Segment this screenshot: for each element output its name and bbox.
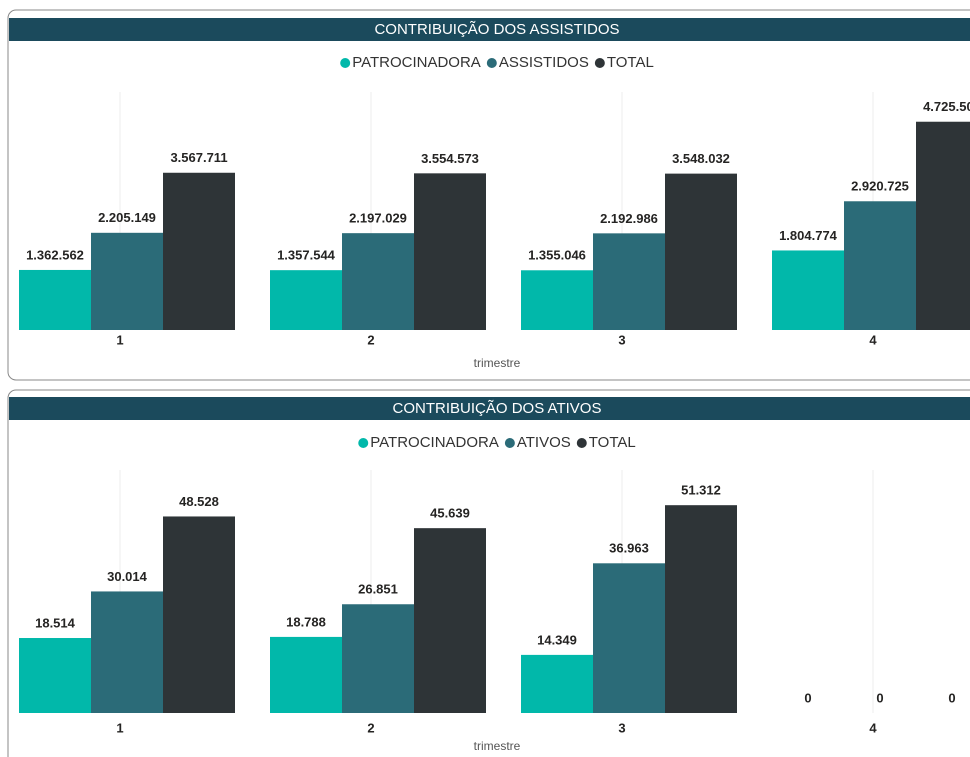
legend-label: TOTAL <box>607 54 654 71</box>
data-label: 26.851 <box>358 582 398 597</box>
bar <box>844 201 916 330</box>
bar <box>414 173 486 330</box>
bar <box>521 270 593 330</box>
bar <box>521 654 593 713</box>
bar <box>772 250 844 330</box>
legend-marker <box>504 438 515 448</box>
bar <box>91 232 163 330</box>
data-label: 3.548.032 <box>672 151 730 166</box>
x-tick-label: 3 <box>618 332 625 347</box>
data-label: 2.192.986 <box>600 211 658 226</box>
x-tick-label: 4 <box>869 720 877 735</box>
bar <box>916 121 970 330</box>
legend-marker <box>340 58 351 68</box>
bar <box>270 636 342 713</box>
chart-title: CONTRIBUIÇÃO DOS ASSISTIDOS <box>374 21 619 38</box>
data-label: 2.920.725 <box>851 179 909 194</box>
bar <box>163 172 235 330</box>
x-tick-label: 1 <box>116 720 123 735</box>
data-label: 2.197.029 <box>349 211 407 226</box>
bar <box>342 233 414 330</box>
data-label: 14.349 <box>537 632 577 647</box>
x-tick-label: 1 <box>116 332 123 347</box>
bar <box>414 528 486 713</box>
x-tick-label: 4 <box>869 332 877 347</box>
data-label: 3.567.711 <box>170 150 227 165</box>
data-label: 2.205.149 <box>98 210 156 225</box>
data-label: 4.725.500 <box>923 99 970 114</box>
x-axis-title: trimestre <box>474 356 521 370</box>
x-axis-title: trimestre <box>474 739 521 753</box>
bar <box>593 563 665 713</box>
legend-marker <box>594 58 605 68</box>
data-label: 1.804.774 <box>779 228 838 243</box>
bar <box>91 591 163 713</box>
data-label: 30.014 <box>107 569 148 584</box>
title-bar <box>9 18 970 41</box>
bar <box>665 173 737 330</box>
bar <box>19 638 91 713</box>
chart-title: CONTRIBUIÇÃO DOS ATIVOS <box>393 400 602 417</box>
data-label: 51.312 <box>681 483 721 498</box>
x-tick-label: 2 <box>367 720 374 735</box>
bar <box>593 233 665 330</box>
data-label: 3.554.573 <box>421 151 479 166</box>
legend-marker <box>486 58 497 68</box>
legend-marker <box>576 438 587 448</box>
data-label: 18.788 <box>286 614 326 629</box>
bar <box>270 270 342 330</box>
bar <box>342 604 414 713</box>
x-tick-label: 3 <box>618 720 625 735</box>
data-label: 36.963 <box>609 541 649 556</box>
legend-label: ATIVOS <box>517 434 571 451</box>
data-label: 1.362.562 <box>26 247 84 262</box>
title-bar <box>9 397 970 420</box>
data-label: 1.355.046 <box>528 248 586 263</box>
data-label: 48.528 <box>179 494 219 509</box>
bar <box>163 516 235 713</box>
data-label: 1.357.544 <box>277 248 336 263</box>
data-label: 18.514 <box>35 615 76 630</box>
bar <box>19 269 91 330</box>
legend-marker <box>358 438 369 448</box>
legend-label: PATROCINADORA <box>352 54 481 71</box>
data-label: 0 <box>804 690 811 705</box>
data-label: 0 <box>876 690 883 705</box>
legend-label: PATROCINADORA <box>370 434 499 451</box>
legend-label: TOTAL <box>589 434 636 451</box>
data-label: 45.639 <box>430 506 470 521</box>
x-tick-label: 2 <box>367 332 374 347</box>
data-label: 0 <box>948 690 955 705</box>
legend-label: ASSISTIDOS <box>499 54 589 71</box>
bar <box>665 505 737 713</box>
